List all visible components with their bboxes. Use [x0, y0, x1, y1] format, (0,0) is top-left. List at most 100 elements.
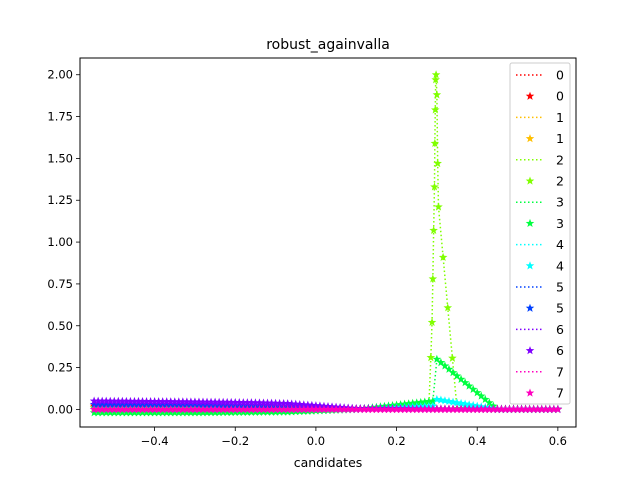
- data-point: [190, 399, 200, 409]
- data-point: [93, 404, 103, 414]
- legend-marker-swatch: [525, 218, 535, 228]
- data-point: [114, 396, 123, 405]
- data-point: [327, 404, 337, 414]
- data-point: [533, 404, 542, 414]
- data-point: [279, 407, 288, 416]
- legend: 0 0 1 1 2 2 3 3 4 4 5 5 6 6 7 7: [509, 62, 571, 405]
- data-point: [460, 404, 470, 414]
- data-point: [291, 399, 301, 408]
- data-point: [295, 399, 305, 409]
- data-point: [432, 354, 442, 363]
- data-point: [154, 397, 163, 406]
- data-point: [243, 404, 252, 414]
- data-point: [202, 408, 212, 417]
- data-point: [178, 408, 188, 417]
- y-tick-label: 2.00: [47, 68, 73, 82]
- data-point: [226, 407, 236, 417]
- data-point: [299, 400, 309, 409]
- data-point: [247, 404, 256, 414]
- data-point: [178, 397, 188, 406]
- data-point: [424, 404, 434, 414]
- data-point: [432, 404, 442, 414]
- data-point: [271, 398, 280, 407]
- data-point: [162, 399, 171, 409]
- data-point: [138, 404, 147, 414]
- data-point: [456, 374, 466, 383]
- data-point: [114, 408, 123, 417]
- data-point: [126, 396, 135, 405]
- data-point: [267, 407, 276, 416]
- data-point: [408, 404, 417, 414]
- data-point: [230, 400, 240, 409]
- data-point: [263, 398, 272, 407]
- data-point: [255, 398, 264, 407]
- y-axis: 0.00 0.25 0.50 0.75 1.00 1.25 1.50 1.75 2.00: [47, 68, 80, 416]
- data-point: [283, 404, 292, 414]
- data-point: [166, 397, 176, 406]
- data-point: [239, 407, 248, 416]
- data-point: [150, 408, 159, 417]
- data-point: [448, 368, 458, 377]
- data-point: [93, 399, 103, 409]
- series-7: [89, 404, 563, 414]
- data-point: [537, 404, 546, 414]
- data-point: [174, 399, 184, 409]
- x-tick-label: 0.4: [468, 434, 486, 448]
- data-point: [255, 407, 264, 416]
- data-point: [430, 138, 440, 147]
- data-point: [186, 408, 196, 417]
- data-point: [443, 303, 453, 312]
- data-point: [206, 400, 216, 409]
- data-point: [214, 400, 224, 409]
- legend-label: 4: [556, 258, 564, 273]
- data-point: [130, 404, 139, 414]
- data-point: [170, 397, 180, 406]
- legend-entry: 6: [525, 343, 564, 358]
- legend-box: [509, 62, 571, 405]
- data-point: [275, 398, 284, 407]
- data-point: [283, 399, 292, 408]
- y-tick-label: 0.75: [47, 277, 73, 291]
- data-point: [210, 397, 220, 406]
- x-tick-label: −0.2: [221, 434, 249, 448]
- data-point: [114, 404, 123, 414]
- data-point: [303, 400, 313, 409]
- data-point: [307, 404, 317, 414]
- data-point: [214, 404, 224, 414]
- data-point: [182, 399, 192, 409]
- data-point: [170, 404, 180, 414]
- legend-entry: 2: [525, 174, 564, 189]
- data-point: [267, 404, 276, 414]
- data-point: [311, 404, 321, 414]
- data-point: [259, 398, 268, 407]
- data-point: [89, 404, 99, 414]
- data-point: [444, 396, 454, 406]
- data-point: [122, 396, 131, 405]
- data-point: [230, 407, 240, 417]
- data-point: [198, 408, 208, 417]
- data-point: [541, 404, 551, 414]
- data-point: [186, 399, 196, 409]
- data-point: [97, 399, 107, 409]
- data-point: [182, 404, 192, 414]
- data-point: [206, 404, 216, 414]
- data-point: [198, 397, 208, 406]
- data-point: [428, 404, 438, 414]
- data-point: [368, 404, 377, 414]
- data-point: [388, 404, 397, 414]
- data-point: [146, 404, 155, 414]
- data-point: [239, 398, 248, 407]
- legend-label: 3: [556, 216, 564, 231]
- data-point: [162, 404, 171, 414]
- data-point: [150, 397, 159, 406]
- y-tick-label: 1.25: [47, 193, 73, 207]
- data-point: [126, 399, 135, 409]
- data-point: [154, 408, 163, 417]
- data-point: [279, 398, 288, 408]
- data-point: [218, 404, 228, 414]
- legend-entry: 6: [516, 322, 564, 337]
- data-point: [279, 404, 288, 414]
- data-point: [267, 398, 276, 407]
- data-point: [158, 404, 167, 414]
- y-tick-label: 1.50: [47, 151, 73, 165]
